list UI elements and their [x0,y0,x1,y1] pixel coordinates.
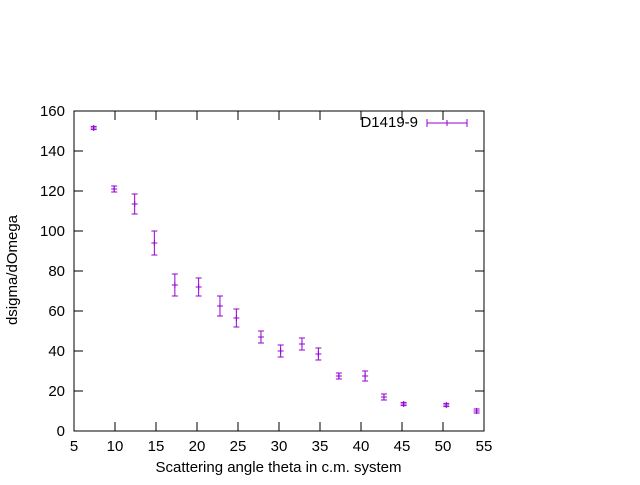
y-tick-label: 20 [48,383,65,400]
data-point [90,125,97,131]
x-tick-label: 10 [107,438,124,455]
x-tick-label: 5 [70,438,78,455]
data-point [195,277,202,297]
x-tick-label: 50 [435,438,452,455]
data-point [257,330,264,344]
y-tick-label: 140 [40,143,65,160]
axes-layer: 5 10 15 20 25 30 35 40 45 50 55 0 20 40 60 80 100 120 140 1… [40,103,492,455]
data-point [216,295,223,317]
x-tick-label: 20 [189,438,206,455]
x-tick-label: 45 [394,438,411,455]
data-point [315,347,322,361]
data-point [171,273,178,297]
data-point [400,401,407,407]
y-tick-label: 120 [40,183,65,200]
data-point [335,372,342,380]
y-tick-label: 100 [40,223,65,240]
data-point [380,393,387,401]
x-tick-label: 55 [476,438,493,455]
y-tick-label: 160 [40,103,65,120]
legend-sample-series-1 [426,119,468,127]
x-tick-label: 35 [312,438,329,455]
x-tick-label: 30 [271,438,288,455]
data-point [443,402,450,408]
y-tick-label: 80 [48,263,65,280]
y-axis-label: dsigma/dOmega [4,214,21,325]
y-tick-label: 60 [48,303,65,320]
data-point [131,193,138,215]
x-tick-label: 25 [230,438,247,455]
y-tick-label: 0 [57,423,65,440]
x-tick-label: 40 [353,438,370,455]
x-tick-label: 15 [148,438,165,455]
data-point [473,408,480,414]
data-point [298,337,305,351]
x-axis-label: Scattering angle theta in c.m. system [156,459,402,476]
y-tick-label: 40 [48,343,65,360]
data-point [277,344,284,358]
data-layer [90,125,480,414]
plot-frame [73,110,485,432]
data-point [151,230,158,256]
data-point [111,185,118,193]
legend: D1419-9 [360,114,468,131]
legend-label-series-1: D1419-9 [360,114,418,131]
data-point [362,370,369,382]
data-point [233,308,240,328]
